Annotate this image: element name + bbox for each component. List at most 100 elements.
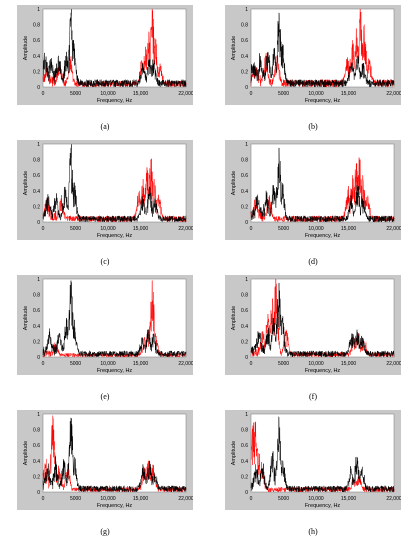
y-tick-label: 0.2 [33, 204, 40, 210]
x-tick-label: 10,000 [308, 226, 324, 232]
y-tick-label: 0.4 [33, 324, 40, 330]
x-tick-label: 0 [250, 496, 253, 502]
x-tick-label: 0 [42, 91, 45, 97]
y-tick-label: 0.6 [33, 173, 40, 179]
y-tick-label: 0.8 [33, 293, 40, 299]
x-tick-label: 0 [42, 496, 45, 502]
y-tick-label: 0.2 [241, 69, 248, 75]
plot-area [42, 143, 187, 223]
x-tick-label: 5000 [278, 226, 289, 232]
y-tick-label: 1 [245, 7, 248, 13]
y-axis-label: Amplitude [231, 441, 237, 465]
black-series-line [42, 280, 187, 358]
x-tick-label: 10,000 [100, 91, 116, 97]
y-axis-label: Amplitude [23, 306, 29, 330]
y-tick-label: 0.2 [241, 474, 248, 480]
chart-panel: 0 0.2 0.4 0.6 0.8 1 0 5000 10,000 15,000 22,000 Amp… [225, 5, 401, 105]
x-tick-label: 0 [250, 91, 253, 97]
y-tick-label: 0.2 [241, 339, 248, 345]
panel-caption: (g) [100, 527, 110, 536]
red-series-line [42, 158, 187, 223]
panel-caption: (f) [309, 392, 317, 401]
y-axis-label: Amplitude [231, 306, 237, 330]
x-tick-label: 22,000 [178, 226, 193, 232]
y-tick-label: 1 [245, 142, 248, 148]
x-tick-label: 15,000 [133, 91, 149, 97]
black-series-line [42, 144, 187, 223]
y-tick-label: 0.8 [241, 158, 248, 164]
chart-panel: 0 0.2 0.4 0.6 0.8 1 0 5000 10,000 15,000 22,000 Amp… [17, 410, 193, 510]
y-tick-label: 0.8 [33, 23, 40, 29]
y-tick-label: 0.4 [241, 324, 248, 330]
panel-caption: (c) [100, 257, 110, 266]
x-tick-label: 15,000 [341, 91, 357, 97]
chart-panel: 0 0.2 0.4 0.6 0.8 1 0 5000 10,000 15,000 22,000 Amp… [225, 410, 401, 510]
black-series-line [42, 9, 187, 88]
y-tick-label: 1 [245, 277, 248, 283]
black-series-line [250, 12, 395, 88]
red-series-line [250, 157, 395, 223]
x-tick-label: 0 [42, 226, 45, 232]
x-tick-label: 5000 [70, 496, 81, 502]
y-tick-label: 1 [37, 412, 40, 418]
y-tick-label: 0 [245, 85, 248, 91]
y-tick-label: 0.6 [33, 308, 40, 314]
x-tick-label: 10,000 [100, 496, 116, 502]
y-axis-label: Amplitude [23, 171, 29, 195]
y-tick-label: 0.4 [33, 459, 40, 465]
y-tick-label: 0.6 [33, 443, 40, 449]
x-axis-label: Frequency, Hz [97, 368, 133, 374]
chart-panel: 0 0.2 0.4 0.6 0.8 1 0 5000 10,000 15,000 22,000 Amp… [225, 140, 401, 240]
chart-panel: 0 0.2 0.4 0.6 0.8 1 0 5000 10,000 15,000 22,000 Amp… [17, 5, 193, 105]
x-tick-label: 22,000 [178, 496, 193, 502]
black-series-line [250, 147, 395, 223]
x-tick-label: 5000 [278, 91, 289, 97]
chart-panel: 0 0.2 0.4 0.6 0.8 1 0 5000 10,000 15,000 22,000 Amp… [17, 140, 193, 240]
y-tick-label: 0.4 [33, 54, 40, 60]
x-tick-label: 22,000 [178, 91, 193, 97]
x-tick-label: 10,000 [308, 496, 324, 502]
x-axis-label: Frequency, Hz [97, 233, 133, 239]
y-tick-label: 0 [37, 85, 40, 91]
x-tick-label: 5000 [278, 361, 289, 367]
panel-caption: (a) [100, 122, 110, 131]
y-tick-label: 0.2 [33, 474, 40, 480]
x-tick-label: 15,000 [341, 361, 357, 367]
y-tick-label: 0.8 [33, 428, 40, 434]
x-tick-label: 22,000 [386, 496, 401, 502]
y-tick-label: 0.6 [241, 443, 248, 449]
y-tick-label: 0.8 [241, 293, 248, 299]
panel-caption: (h) [308, 527, 318, 536]
x-tick-label: 5000 [70, 226, 81, 232]
black-series-line [42, 417, 187, 493]
x-tick-label: 5000 [70, 361, 81, 367]
x-tick-label: 5000 [278, 496, 289, 502]
x-tick-label: 0 [250, 226, 253, 232]
x-tick-label: 15,000 [133, 496, 149, 502]
x-axis-label: Frequency, Hz [97, 503, 133, 509]
x-axis-label: Frequency, Hz [305, 98, 341, 104]
x-tick-label: 15,000 [341, 226, 357, 232]
x-axis-label: Frequency, Hz [305, 503, 341, 509]
y-tick-label: 0.8 [241, 428, 248, 434]
x-tick-label: 10,000 [308, 91, 324, 97]
y-tick-label: 0.6 [241, 173, 248, 179]
y-tick-label: 0 [37, 490, 40, 496]
y-tick-label: 0.8 [241, 23, 248, 29]
y-tick-label: 0 [37, 220, 40, 226]
y-tick-label: 0.2 [33, 339, 40, 345]
y-axis-label: Amplitude [231, 36, 237, 60]
y-tick-label: 1 [245, 412, 248, 418]
x-tick-label: 0 [42, 361, 45, 367]
panel-caption: (b) [308, 122, 318, 131]
x-axis-label: Frequency, Hz [305, 368, 341, 374]
x-tick-label: 22,000 [386, 226, 401, 232]
x-tick-label: 22,000 [178, 361, 193, 367]
y-tick-label: 0.4 [241, 189, 248, 195]
y-tick-label: 0 [245, 355, 248, 361]
y-tick-label: 0 [37, 355, 40, 361]
y-tick-label: 1 [37, 142, 40, 148]
y-axis-label: Amplitude [231, 171, 237, 195]
y-tick-label: 1 [37, 277, 40, 283]
x-axis-label: Frequency, Hz [305, 233, 341, 239]
